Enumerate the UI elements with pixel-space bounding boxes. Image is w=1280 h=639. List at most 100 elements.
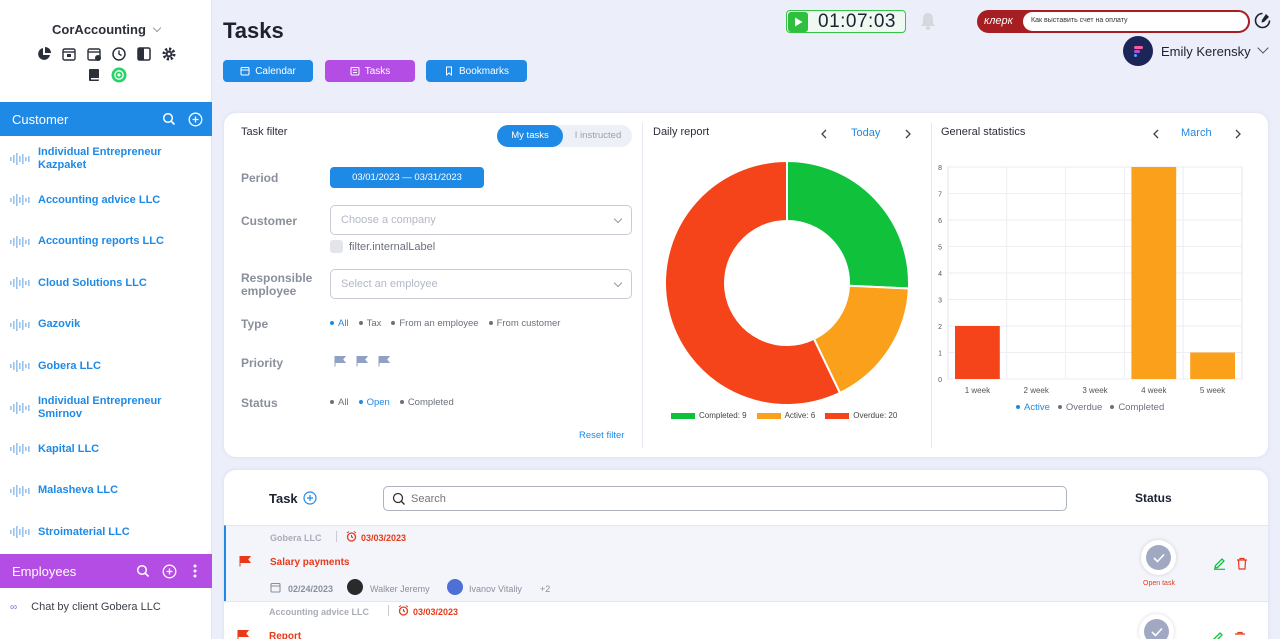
clock-icon[interactable] xyxy=(111,46,127,62)
add-circle-icon[interactable] xyxy=(160,562,178,580)
period-picker[interactable]: 03/01/2023 — 03/31/2023 xyxy=(330,167,484,188)
legend-completed[interactable]: Completed xyxy=(1110,402,1164,413)
type-option-tax[interactable]: Tax xyxy=(359,318,382,329)
period-label: Period xyxy=(241,171,279,185)
pie-chart-icon[interactable] xyxy=(36,46,52,62)
chevron-down-icon xyxy=(613,278,623,288)
customer-select-placeholder: Choose a company xyxy=(341,214,436,226)
chevron-right-icon[interactable] xyxy=(1234,128,1242,142)
stats-period[interactable]: March xyxy=(1181,127,1212,139)
search-icon[interactable] xyxy=(160,110,178,128)
status-button[interactable] xyxy=(1141,540,1176,575)
type-label: Type xyxy=(241,317,269,331)
customer-item[interactable]: Stroimaterial LLC xyxy=(0,512,212,554)
flag-icon[interactable] xyxy=(378,355,390,367)
bar-active[interactable] xyxy=(1190,352,1235,380)
gear-icon[interactable] xyxy=(161,46,177,62)
donut-slice-overdue[interactable] xyxy=(664,160,842,406)
toggle-instructed[interactable]: I instructed xyxy=(574,130,622,141)
whatsapp-icon[interactable] xyxy=(111,67,127,83)
status-option-all[interactable]: All xyxy=(330,397,349,408)
type-option-customer[interactable]: From customer xyxy=(489,318,561,329)
legend-active[interactable]: Active xyxy=(1016,402,1050,413)
calendar-icon[interactable] xyxy=(61,46,77,62)
table-row[interactable]: Gobera LLC 03/03/2023 Salary payments 02… xyxy=(224,525,1268,601)
task-search[interactable] xyxy=(383,486,1067,511)
status-option-completed[interactable]: Completed xyxy=(400,397,454,408)
daily-period[interactable]: Today xyxy=(851,127,881,139)
trash-icon[interactable] xyxy=(1234,631,1246,639)
employee-select[interactable]: Select an employee xyxy=(330,269,632,299)
add-task-icon[interactable] xyxy=(303,491,317,508)
divider xyxy=(388,605,389,616)
customer-item[interactable]: Individual Entrepreneur Kazpaket xyxy=(0,138,212,180)
flag-icon[interactable] xyxy=(334,355,346,367)
task-name[interactable]: Salary payments xyxy=(270,557,350,568)
tasks-button[interactable]: Tasks xyxy=(325,60,415,82)
bell-icon[interactable] xyxy=(918,11,938,34)
toggle-my-tasks[interactable]: My tasks xyxy=(497,125,563,147)
legend-overdue[interactable]: Overdue xyxy=(1058,402,1102,413)
chevron-down-icon xyxy=(613,214,623,224)
status-options: All Open Completed xyxy=(330,397,454,408)
customer-item[interactable]: Cloud Solutions LLC xyxy=(0,263,212,305)
status-button[interactable] xyxy=(1139,614,1174,639)
x-tick-label: 1 week xyxy=(965,386,991,395)
customer-item[interactable]: Kapital LLC xyxy=(0,429,212,471)
internal-checkbox[interactable] xyxy=(330,240,343,253)
chevron-down-icon[interactable] xyxy=(152,23,162,33)
chat-item-label: Chat by client Gobera LLC xyxy=(31,601,161,613)
chevron-down-icon[interactable] xyxy=(1256,42,1269,54)
play-icon[interactable] xyxy=(788,11,808,32)
task-search-input[interactable] xyxy=(411,490,1051,507)
bar-overdue[interactable] xyxy=(955,326,1000,379)
status-option-open[interactable]: Open xyxy=(359,397,390,408)
task-extra-count[interactable]: +2 xyxy=(540,584,551,594)
customer-item[interactable]: Gazovik xyxy=(0,304,212,346)
type-options: All Tax From an employee From customer xyxy=(330,318,560,329)
task-name[interactable]: Report xyxy=(269,631,302,639)
klerk-assistant-icon[interactable] xyxy=(1254,12,1271,32)
layout-icon[interactable] xyxy=(136,46,152,62)
timer-value: 01:07:03 xyxy=(818,10,896,32)
customer-item[interactable]: Accounting reports LLC xyxy=(0,221,212,263)
user-menu[interactable]: Emily Kerensky xyxy=(1123,36,1269,66)
klerk-search[interactable]: клерк Как выставить счет на оплату xyxy=(977,10,1250,33)
more-vertical-icon[interactable] xyxy=(186,562,204,580)
type-option-all[interactable]: All xyxy=(330,318,349,329)
brand[interactable]: CorAccounting xyxy=(0,22,212,37)
book-icon[interactable] xyxy=(86,67,102,83)
bar-active[interactable] xyxy=(1131,167,1177,379)
customer-item[interactable]: Individual Entrepreneur Smirnov xyxy=(0,387,212,429)
customer-item[interactable]: Accounting advice LLC xyxy=(0,180,212,222)
customer-item[interactable]: Gobera LLC xyxy=(0,346,212,388)
donut-slice-completed[interactable] xyxy=(786,160,910,290)
table-row[interactable]: Accounting advice LLC 03/03/2023 Report xyxy=(224,601,1268,639)
edit-icon[interactable] xyxy=(1213,557,1226,570)
customer-item[interactable]: Malasheva LLC xyxy=(0,470,212,512)
chevron-left-icon[interactable] xyxy=(820,128,828,142)
chevron-left-icon[interactable] xyxy=(1152,128,1160,142)
alarm-clock-icon xyxy=(398,605,409,616)
bookmarks-button[interactable]: Bookmarks xyxy=(426,60,527,82)
legend-active: Active: 6 xyxy=(756,411,815,420)
timer[interactable]: 01:07:03 xyxy=(786,10,906,33)
trash-icon[interactable] xyxy=(1236,557,1248,570)
legend-overdue-label: Overdue: 20 xyxy=(853,411,898,420)
search-icon[interactable] xyxy=(134,562,152,580)
daily-donut-chart xyxy=(664,160,910,406)
add-circle-icon[interactable] xyxy=(186,110,204,128)
chevron-right-icon[interactable] xyxy=(904,128,912,142)
legend-completed: Completed: 9 xyxy=(671,411,747,420)
reset-filter-link[interactable]: Reset filter xyxy=(579,430,625,441)
toolbar-icons xyxy=(0,46,212,62)
y-tick-label: 1 xyxy=(938,351,942,358)
flag-icon[interactable] xyxy=(356,355,368,367)
calendar-button[interactable]: Calendar xyxy=(223,60,313,82)
customer-select[interactable]: Choose a company xyxy=(330,205,632,235)
edit-icon[interactable] xyxy=(1211,631,1224,639)
type-option-employee[interactable]: From an employee xyxy=(391,318,478,329)
calendar-check-icon[interactable] xyxy=(86,46,102,62)
klerk-search-input[interactable]: Как выставить счет на оплату xyxy=(1023,12,1248,31)
chat-item[interactable]: ∞ Chat by client Gobera LLC xyxy=(0,596,212,618)
